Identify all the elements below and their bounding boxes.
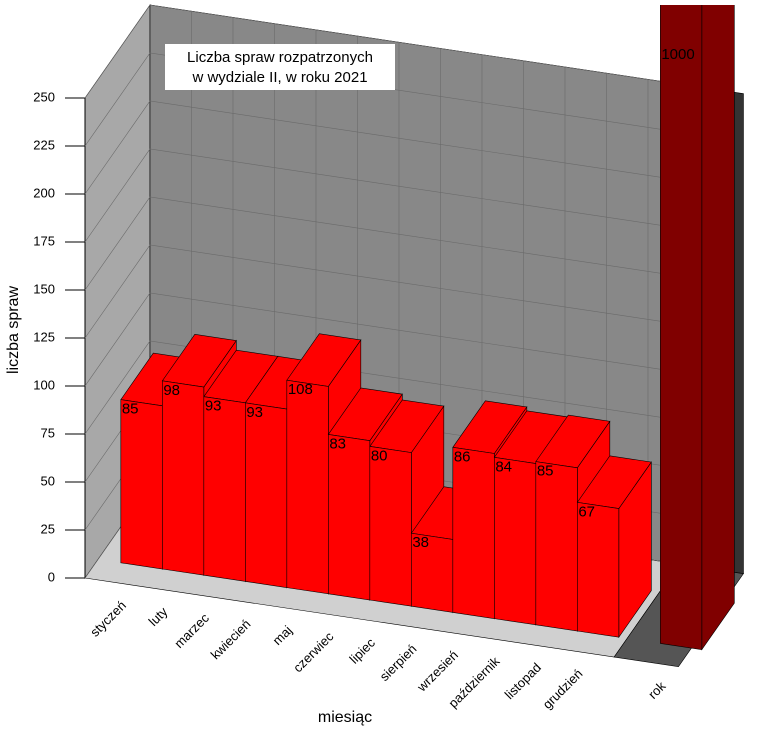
y-tick-label: 150 — [33, 281, 55, 296]
y-tick-label: 225 — [33, 137, 55, 152]
chart-subtitle: w wydziale II, w roku 2021 — [191, 69, 367, 86]
grid-line — [84, 148, 680, 243]
y-tick-label: 100 — [33, 377, 55, 392]
y-tick-label: 250 — [33, 89, 55, 104]
bar-front — [369, 446, 412, 607]
value-label: 93 — [205, 398, 222, 415]
y-tick-label: 75 — [41, 425, 55, 440]
value-label: 84 — [495, 458, 512, 475]
bar — [576, 455, 652, 639]
grid-line — [84, 340, 680, 435]
bar-front — [494, 456, 537, 626]
grid-line — [84, 100, 680, 195]
x-tick-label: wrzesień — [413, 647, 461, 695]
y-tick-label: 25 — [41, 521, 55, 536]
bar — [660, 5, 735, 651]
grid-line — [84, 292, 680, 387]
y-tick-label: 50 — [41, 473, 55, 488]
value-label: 85 — [537, 463, 554, 480]
bar-front — [245, 402, 288, 588]
x-tick-label: kwiecień — [208, 616, 254, 662]
x-tick-label: maj — [270, 623, 295, 648]
value-label: 108 — [288, 381, 313, 398]
x-axis-title: miesiąc — [318, 709, 372, 726]
y-tick-label: 200 — [33, 185, 55, 200]
value-label: 83 — [329, 435, 346, 452]
bar-front — [660, 5, 703, 650]
x-tick-label: listopad — [502, 660, 544, 702]
grid-line — [84, 196, 680, 291]
bar-front — [286, 379, 329, 595]
bar-side — [701, 5, 735, 651]
value-label: 86 — [454, 448, 471, 465]
bar-front — [203, 396, 246, 582]
x-tick-label: marzec — [171, 610, 212, 651]
y-axis-title: liczba spraw — [5, 286, 22, 374]
x-tick-label: czerwiec — [290, 628, 337, 675]
x-tick-label: grudzień — [540, 666, 586, 712]
x-tick-label: luty — [146, 604, 171, 629]
y-tick-label: 125 — [33, 329, 55, 344]
y-tick-label: 0 — [48, 569, 55, 584]
bar-front — [577, 502, 620, 638]
grid-line — [84, 244, 680, 339]
value-label: 80 — [371, 447, 388, 464]
chart-title: Liczba spraw rozpatrzonych — [187, 49, 373, 66]
value-label: 38 — [412, 534, 429, 551]
x-tick-label: styczeń — [87, 598, 129, 640]
grid-line — [84, 4, 680, 99]
title-box — [165, 44, 395, 90]
value-label: 93 — [246, 404, 263, 421]
bar-front — [328, 434, 371, 601]
x-tick-label: sierpień — [377, 641, 420, 684]
bar-front — [162, 380, 205, 576]
bar-front — [452, 446, 495, 619]
value-label: 1000 — [661, 46, 694, 63]
bar-front — [120, 399, 163, 570]
value-label: 67 — [578, 503, 595, 520]
grid-line — [84, 52, 680, 147]
x-tick-label: rok — [645, 678, 669, 702]
bar-front — [535, 461, 578, 632]
value-label: 98 — [163, 382, 180, 399]
x-tick-label: lipiec — [346, 635, 378, 667]
y-tick-label: 175 — [33, 233, 55, 248]
value-label: 85 — [122, 401, 139, 418]
